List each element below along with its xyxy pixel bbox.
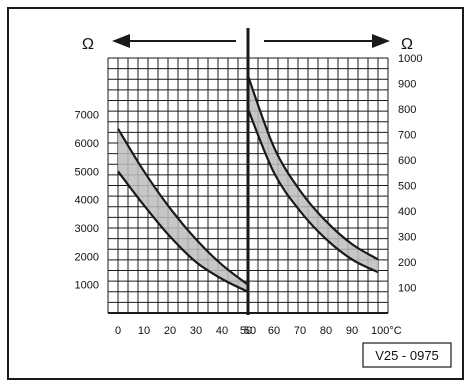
left-unit-label: Ω: [82, 36, 94, 53]
x-tick-label: 60: [268, 325, 280, 337]
x-tick-label: 100°C: [371, 325, 402, 337]
tolerance-bands: [117, 75, 379, 293]
right-y-tick-label: 1000: [398, 53, 422, 65]
right-lower-curve: [246, 108, 379, 274]
x-tick-label: 90: [346, 325, 358, 337]
right-y-tick-label: 700: [398, 130, 416, 142]
left-y-tick-label: 2000: [75, 251, 99, 263]
left-upper-curve: [117, 128, 249, 286]
right-y-tick-label: 400: [398, 206, 416, 218]
left-y-tick-label: 4000: [75, 195, 99, 207]
x-tick-label: 40: [216, 325, 228, 337]
right-y-tick-label: 100: [398, 283, 416, 295]
x-tick-label: 20: [164, 325, 176, 337]
x-tick-label: 30: [190, 325, 202, 337]
left-y-tick-label: 1000: [75, 280, 99, 292]
left-arrow-icon: [112, 34, 236, 48]
right-y-tick-label: 500: [398, 181, 416, 193]
left-y-tick-label: 6000: [75, 138, 99, 150]
tick-labels: 1000200030004000500060007000100200300400…: [75, 53, 423, 337]
left-y-tick-label: 7000: [75, 110, 99, 122]
right-y-tick-label: 600: [398, 155, 416, 167]
code-label: V25 - 0975: [375, 348, 439, 363]
x-tick-label: 50: [240, 325, 252, 337]
right-unit-label: Ω: [401, 36, 413, 53]
left-y-tick-label: 3000: [75, 223, 99, 235]
right-y-tick-label: 900: [398, 79, 416, 91]
right-arrow-icon: [264, 34, 390, 48]
right-y-tick-label: 300: [398, 232, 416, 244]
left-lower-curve: [117, 170, 249, 293]
x-tick-label: 0: [115, 325, 121, 337]
right-upper-curve: [246, 75, 379, 261]
x-tick-label: 10: [138, 325, 150, 337]
axes: [108, 28, 388, 315]
right-y-tick-label: 800: [398, 104, 416, 116]
code-box: [362, 342, 452, 368]
outer-frame: [7, 7, 464, 380]
x-tick-label: 80: [320, 325, 332, 337]
x-tick-label: 50: [244, 325, 256, 337]
x-tick-label: 70: [294, 325, 306, 337]
left-y-tick-label: 5000: [75, 166, 99, 178]
right-y-tick-label: 200: [398, 257, 416, 269]
